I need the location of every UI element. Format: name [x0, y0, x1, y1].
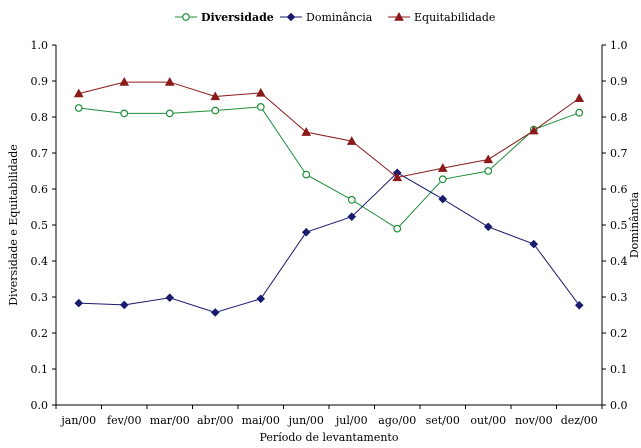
left-y-tick-label: 0.9: [31, 75, 49, 88]
right-y-tick-label: 0.1: [610, 363, 628, 376]
x-tick-label: dez/00: [561, 414, 598, 427]
left-y-tick-label: 0.8: [31, 111, 49, 124]
diversidade-point: [575, 108, 584, 117]
right-y-ticks: 0.0 0.1 0.2 0.3 0.4 0.5 0.6 0.7 0.8 0.9 1.0: [602, 39, 628, 412]
dominancia-point: [483, 222, 493, 232]
diversidade-point: [302, 170, 311, 179]
equitabilidade-point: [528, 125, 539, 135]
equitabilidade-point: [574, 93, 585, 102]
series-group: [73, 77, 585, 317]
legend-marker-diversidade: [182, 13, 190, 21]
equitabilidade-point: [210, 91, 221, 101]
right-y-tick-label: 0.8: [610, 111, 628, 124]
right-y-tick-label: 0.6: [610, 183, 628, 196]
left-y-tick-label: 1.0: [31, 39, 49, 52]
right-y-tick-label: 0.9: [610, 75, 628, 88]
diversidade-line: [78, 106, 580, 230]
equitabilidade-point: [255, 87, 266, 97]
dominancia-point: [301, 227, 311, 237]
right-y-tick-label: 0.5: [610, 219, 628, 232]
diversidade-point: [393, 224, 402, 233]
diversidade-point: [211, 106, 220, 115]
dominancia-point: [165, 293, 175, 303]
right-y-tick-label: 0.4: [610, 255, 628, 268]
equitabilidade-point: [437, 163, 448, 172]
equitabilidade-point: [301, 127, 312, 136]
equitabilidade-point: [119, 77, 130, 86]
legend-marker-dominancia: [286, 12, 296, 22]
x-tick-label: jun/00: [287, 414, 324, 427]
dominancia-point: [256, 294, 266, 304]
right-y-tick-label: 0.2: [610, 327, 628, 340]
series-diversidade: [74, 103, 584, 233]
right-y-tick-label: 1.0: [610, 39, 628, 52]
left-y-tick-label: 0.6: [31, 183, 49, 196]
x-tick-label: mar/00: [150, 414, 190, 427]
axes: [55, 45, 603, 406]
right-y-tick-label: 0.7: [610, 147, 628, 160]
legend: Diversidade Dominância Equitabilidade: [175, 11, 495, 24]
series-dominancia: [74, 168, 584, 317]
dominancia-point: [529, 239, 539, 249]
dominancia-point: [347, 212, 357, 222]
equitabilidade-point: [392, 172, 403, 182]
right-y-tick-label: 0.0: [610, 399, 628, 412]
left-y-tick-label: 0.5: [31, 219, 49, 232]
x-tick-label: nov/00: [515, 414, 553, 427]
left-y-tick-label: 0.3: [31, 291, 49, 304]
right-y-tick-label: 0.3: [610, 291, 628, 304]
equitabilidade-point: [164, 77, 175, 86]
dominancia-point: [119, 300, 129, 310]
x-tick-label: ago/00: [378, 414, 416, 427]
diversidade-point: [256, 103, 265, 111]
x-tick-label: jul/00: [334, 414, 368, 427]
equitabilidade-point: [73, 88, 84, 98]
diversidade-point: [347, 195, 356, 204]
x-tick-label: abr/00: [197, 414, 234, 427]
left-y-tick-label: 0.7: [31, 147, 49, 160]
diversidade-point: [484, 167, 493, 175]
dominancia-point: [574, 300, 584, 310]
x-tick-label: jan/00: [59, 414, 96, 427]
diversidade-point: [74, 104, 83, 112]
legend-marker-equitabilidade: [394, 11, 404, 21]
left-y-tick-label: 0.1: [31, 363, 49, 376]
x-tick-label: mai/00: [242, 414, 280, 427]
x-tick-label: fev/00: [107, 414, 142, 427]
series-equitabilidade: [73, 77, 585, 182]
equitabilidade-point: [483, 154, 494, 164]
dominancia-line: [78, 172, 580, 314]
legend-label-dominancia: Dominância: [306, 11, 373, 24]
x-ticks: jan/00 fev/00 mar/00 abr/00 mai/00 jun/00 jul/…: [55, 405, 603, 427]
diversidade-point: [120, 109, 129, 118]
x-tick-label: out/00: [470, 414, 506, 427]
right-y-axis-label: Dominância: [628, 191, 641, 258]
legend-label-equitabilidade: Equitabilidade: [414, 11, 495, 24]
dominancia-point: [438, 194, 448, 204]
equitabilidade-line: [78, 81, 580, 179]
dominancia-point: [74, 298, 84, 308]
left-y-tick-label: 0.2: [31, 327, 49, 340]
diversidade-point: [165, 109, 174, 118]
x-axis-label: Período de levantamento: [260, 431, 399, 444]
left-y-ticks: 0.0 0.1 0.2 0.3 0.4 0.5 0.6 0.7 0.8 0.9 1.0: [31, 39, 56, 412]
left-y-axis-label: Diversidade e Equitabilidade: [7, 144, 20, 306]
x-tick-label: set/00: [426, 414, 460, 427]
dominancia-point: [210, 308, 220, 317]
diversidade-point: [438, 175, 447, 184]
legend-label-diversidade: Diversidade: [201, 11, 274, 24]
equitabilidade-point: [346, 136, 357, 145]
left-y-tick-label: 0.4: [31, 255, 49, 268]
left-y-tick-label: 0.0: [31, 399, 49, 412]
